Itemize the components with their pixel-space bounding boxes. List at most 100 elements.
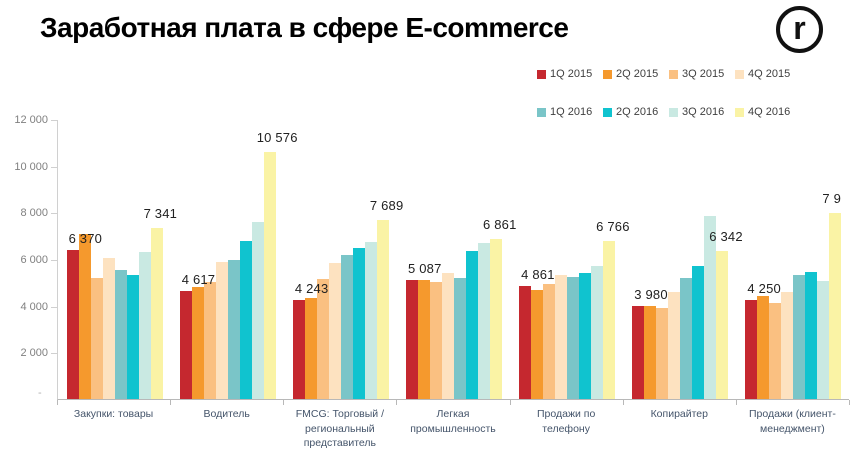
value-label-last: 7 689 [369, 198, 404, 213]
legend-swatch [537, 69, 546, 79]
legend-swatch [537, 107, 546, 117]
x-axis-tick-mark [849, 400, 850, 405]
y-axis-tick-label: 4 000 [20, 300, 48, 313]
y-axis-tick-label: 6 000 [20, 254, 48, 266]
x-axis-category-label: Продажи (клиент-менеджмент) [748, 408, 836, 435]
value-label-first: 6 370 [68, 231, 103, 246]
bar-1q-2015 [66, 250, 79, 399]
legend-item: 4Q 2015 [735, 68, 801, 80]
y-axis-tick-mark [51, 260, 57, 261]
x-axis-category-label: Копирайтер [650, 408, 708, 420]
bar-4q-2015 [328, 263, 341, 399]
y-axis-tick-mark [51, 166, 57, 168]
x-axis-category-label: Закупки: товары [73, 408, 154, 420]
legend-row-2015: 1Q 2015 2Q 2015 3Q 2015 4Q 2015 [537, 68, 801, 80]
legend-swatch [669, 107, 678, 117]
bar-3q-2015 [203, 282, 216, 399]
bar-4q-2016 [603, 241, 616, 399]
bar-4q-2016 [150, 228, 163, 399]
bar-4q-2015 [781, 292, 794, 399]
legend-item: 2Q 2015 [603, 68, 669, 80]
x-axis-tick-mark [57, 400, 58, 405]
bar-2q-2015 [644, 306, 657, 399]
value-label-last: 10 576 [256, 130, 298, 145]
bar-2q-2016 [126, 275, 139, 399]
value-label-last: 6 861 [482, 217, 517, 232]
bar-2q-2015 [304, 298, 317, 399]
legend-item: 2Q 2016 [603, 106, 669, 118]
bar-3q-2015 [90, 278, 103, 399]
bar-2q-2016 [465, 251, 478, 399]
x-axis-tick-mark [396, 400, 398, 405]
x-axis-category-label: Водитель [203, 408, 250, 420]
bar-1q-2016 [793, 275, 806, 399]
y-axis-tick-mark [51, 353, 57, 355]
bar-1q-2016 [453, 278, 466, 399]
bar-2q-2016 [692, 266, 705, 399]
y-axis-tick-label: 12 000 [14, 114, 48, 126]
bar-1q-2016 [227, 260, 240, 399]
bar-4q-2016 [376, 220, 389, 399]
legend-item: 3Q 2016 [669, 106, 735, 118]
legend-item: 3Q 2015 [669, 68, 735, 80]
bar-4q-2016 [829, 213, 842, 399]
y-axis-tick-mark [51, 213, 57, 215]
x-axis-tick-mark [622, 400, 624, 405]
bar-4q-2016 [716, 251, 729, 399]
x-axis-category-label: Легкая промышленность [410, 408, 496, 435]
value-label-first: 4 861 [521, 267, 555, 282]
legend-item: 4Q 2016 [735, 106, 801, 118]
bar-3q-2016 [138, 252, 151, 399]
value-label-first: 3 980 [634, 287, 668, 302]
legend-swatch [603, 69, 612, 79]
x-axis-tick-mark [509, 400, 511, 405]
legend-item: 1Q 2016 [537, 106, 603, 118]
value-label-last: 6 766 [596, 219, 630, 234]
bar-group: 4 243 7 689 [284, 119, 403, 399]
bar-group: 4 861 6 766 [511, 119, 629, 399]
x-axis-category-label: FMCG: Торговый / региональный представит… [295, 408, 384, 449]
legend-item: 1Q 2015 [537, 68, 603, 80]
y-axis-tick-mark [51, 306, 57, 308]
legend-label: 2Q 2015 [616, 68, 659, 80]
bar-2q-2015 [191, 287, 204, 399]
bar-3q-2015 [316, 279, 329, 399]
value-label-last: 7 341 [143, 206, 178, 221]
x-axis-tick-mark [283, 400, 285, 405]
plot-area: 6 370 7 341 4 617 10 576 4 243 7 689 5 087 6 86… [57, 120, 849, 400]
bar-2q-2016 [579, 273, 592, 399]
bar-3q-2015 [769, 303, 782, 399]
legend-label: 4Q 2016 [748, 106, 791, 118]
bar-3q-2016 [704, 216, 717, 399]
bar-3q-2015 [429, 282, 442, 399]
value-label-first: 4 243 [294, 281, 329, 296]
value-label-first: 5 087 [407, 261, 442, 276]
bar-2q-2016 [352, 248, 365, 399]
bar-1q-2015 [405, 280, 418, 399]
bar-3q-2016 [591, 266, 604, 399]
bar-4q-2015 [102, 258, 115, 399]
value-label-last: 7 9 [822, 191, 842, 206]
bar-3q-2016 [251, 222, 264, 399]
bar-4q-2015 [668, 292, 681, 399]
bar-2q-2015 [417, 280, 430, 399]
value-label-first: 4 250 [747, 281, 781, 296]
legend-label: 3Q 2015 [682, 68, 725, 80]
legend-swatch [735, 69, 744, 79]
bar-3q-2015 [543, 284, 556, 399]
bar-2q-2015 [757, 296, 770, 399]
bar-1q-2015 [179, 291, 192, 399]
legend-label: 1Q 2015 [550, 68, 593, 80]
bar-2q-2015 [531, 290, 544, 399]
x-axis-tick-mark [170, 400, 172, 405]
legend-swatch [603, 107, 612, 117]
bar-3q-2016 [477, 243, 490, 399]
bar-1q-2016 [340, 255, 353, 399]
y-axis-tick-mark [51, 120, 57, 121]
legend-label: 1Q 2016 [550, 106, 593, 118]
bar-group: 5 087 6 861 [397, 119, 516, 399]
bar-1q-2016 [680, 278, 693, 399]
bar-2q-2016 [239, 241, 252, 399]
legend-label: 4Q 2015 [748, 68, 791, 80]
